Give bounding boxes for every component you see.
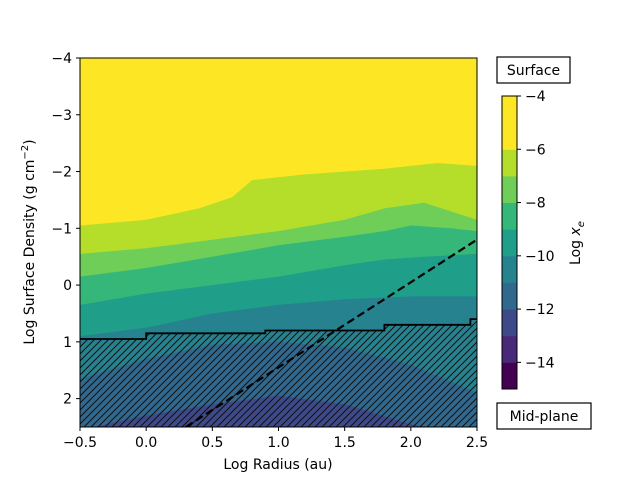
hatch-boundary-line [80, 318, 477, 340]
x-axis-ticks: −0.5 0.0 0.5 1.0 1.5 2.0 2.5 [63, 427, 488, 451]
colorbar-segment [502, 229, 517, 257]
x-tick-label: 0.0 [135, 435, 157, 451]
colorbar-tick-label: −4 [525, 89, 546, 105]
x-tick-label: 1.0 [267, 435, 289, 451]
x-tick-label: −0.5 [63, 435, 97, 451]
midplane-annotation: Mid-plane [496, 402, 592, 430]
colorbar-tick-label: −12 [525, 302, 555, 318]
colorbar-ticks: −4 −6 −8 −10 −12 −14 [517, 89, 555, 371]
colorbar-segment [502, 309, 517, 337]
colorbar-segment [502, 362, 517, 390]
hatched-region [80, 319, 477, 427]
colorbar-segment [502, 202, 517, 230]
y-axis-label: Log Surface Density (g cm−2) [20, 139, 38, 344]
colorbar-label: Log xe [568, 221, 587, 265]
colorbar-segment [502, 122, 517, 150]
colorbar-segment [502, 175, 517, 204]
colorbar-segment [502, 96, 517, 124]
colorbar-tick-label: −14 [525, 355, 555, 371]
x-tick-label: 2.0 [400, 435, 422, 451]
y-tick-label: 1 [63, 335, 72, 351]
surface-label: Surface [507, 63, 560, 79]
y-tick-label: 2 [63, 392, 72, 408]
y-tick-label: −1 [51, 221, 72, 237]
y-tick-label: −2 [51, 165, 72, 181]
colorbar-tick-label: −10 [525, 249, 555, 265]
midplane-label: Mid-plane [510, 409, 579, 425]
y-tick-label: −4 [51, 51, 72, 67]
colorbar-tick-label: −8 [525, 196, 546, 212]
x-tick-label: 1.5 [334, 435, 356, 451]
colorbar-segment [502, 335, 517, 363]
colorbar-segment [502, 255, 517, 283]
dashed-line [185, 238, 477, 427]
x-tick-label: 0.5 [201, 435, 223, 451]
colorbar-segment [502, 282, 517, 310]
y-axis-ticks: −4 −3 −2 −1 0 1 2 [51, 51, 80, 408]
surface-annotation: Surface [496, 56, 571, 84]
colorbar-tick-label: −6 [525, 142, 546, 158]
x-tick-label: 2.5 [466, 435, 488, 451]
x-axis-label: Log Radius (au) [223, 457, 332, 473]
y-tick-label: −3 [51, 108, 72, 124]
colorbar [502, 96, 517, 390]
colorbar-segment [502, 149, 517, 177]
y-tick-label: 0 [63, 278, 72, 294]
plot-area [80, 58, 477, 427]
colorbar-frame [501, 95, 518, 390]
